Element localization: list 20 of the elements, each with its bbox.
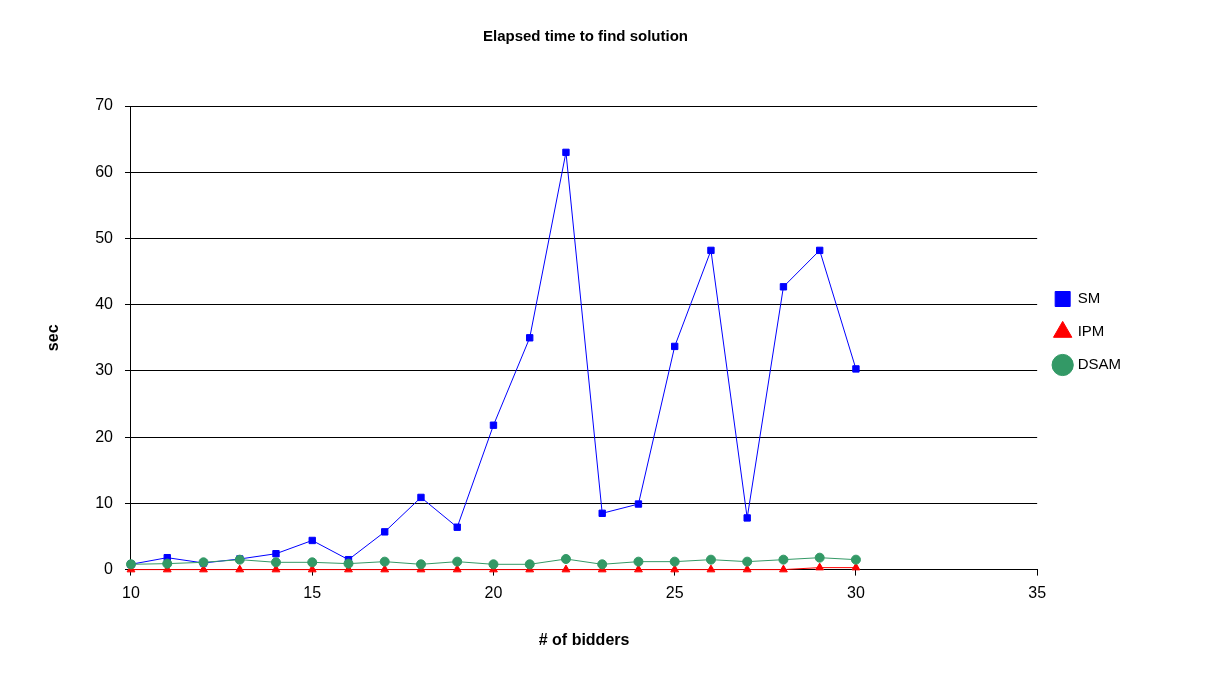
y-tick-label: 60 (95, 162, 114, 180)
y-tick-label: 70 (95, 96, 114, 114)
legend-label: SM (1077, 289, 1101, 307)
chart-title: Elapsed time to find solution (482, 27, 689, 45)
legend-label: DSAM (1077, 355, 1122, 373)
x-tick-label: 20 (484, 583, 503, 601)
y-tick-label: 30 (95, 361, 114, 379)
y-tick-label: 50 (95, 228, 114, 246)
x-tick-label: 25 (665, 583, 684, 601)
legend-label: IPM (1077, 322, 1105, 340)
y-tick-label: 20 (95, 427, 114, 445)
y-axis-title: sec (44, 324, 62, 352)
x-tick-label: 35 (1028, 583, 1047, 601)
x-tick-label: 15 (303, 583, 322, 601)
x-tick-label: 30 (847, 583, 865, 601)
y-tick-label: 40 (95, 295, 114, 313)
x-axis-title: # of bidders (538, 630, 630, 648)
y-tick-label: 0 (104, 560, 114, 578)
y-tick-label: 10 (95, 493, 114, 511)
x-tick-label: 10 (122, 583, 140, 601)
